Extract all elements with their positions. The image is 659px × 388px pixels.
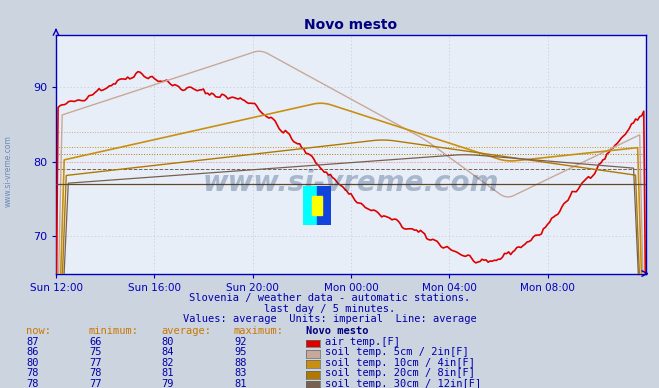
- Text: Slovenia / weather data - automatic stations.: Slovenia / weather data - automatic stat…: [189, 293, 470, 303]
- Text: 82: 82: [161, 358, 174, 368]
- Text: Values: average  Units: imperial  Line: average: Values: average Units: imperial Line: av…: [183, 314, 476, 324]
- Text: 92: 92: [234, 337, 246, 347]
- Title: Novo mesto: Novo mesto: [304, 18, 397, 32]
- Text: 66: 66: [89, 337, 101, 347]
- Text: maximum:: maximum:: [234, 326, 284, 336]
- Text: 83: 83: [234, 368, 246, 378]
- Text: 86: 86: [26, 347, 39, 357]
- Text: soil temp. 5cm / 2in[F]: soil temp. 5cm / 2in[F]: [325, 347, 469, 357]
- Text: now:: now:: [26, 326, 51, 336]
- Text: Novo mesto: Novo mesto: [306, 326, 369, 336]
- Text: 95: 95: [234, 347, 246, 357]
- Text: last day / 5 minutes.: last day / 5 minutes.: [264, 303, 395, 314]
- Bar: [312, 196, 322, 215]
- Text: 77: 77: [89, 379, 101, 388]
- Text: air temp.[F]: air temp.[F]: [325, 337, 400, 347]
- Text: 84: 84: [161, 347, 174, 357]
- Text: 81: 81: [234, 379, 246, 388]
- Text: 81: 81: [161, 368, 174, 378]
- Text: 80: 80: [26, 358, 39, 368]
- Bar: [317, 186, 331, 225]
- Text: 77: 77: [89, 358, 101, 368]
- Text: minimum:: minimum:: [89, 326, 139, 336]
- Text: 78: 78: [26, 368, 39, 378]
- Text: www.si-vreme.com: www.si-vreme.com: [3, 135, 13, 207]
- Text: 78: 78: [26, 379, 39, 388]
- Text: 79: 79: [161, 379, 174, 388]
- Text: www.si-vreme.com: www.si-vreme.com: [203, 169, 499, 197]
- Text: soil temp. 20cm / 8in[F]: soil temp. 20cm / 8in[F]: [325, 368, 475, 378]
- Text: soil temp. 30cm / 12in[F]: soil temp. 30cm / 12in[F]: [325, 379, 481, 388]
- Bar: [303, 186, 317, 225]
- Text: average:: average:: [161, 326, 212, 336]
- Text: 87: 87: [26, 337, 39, 347]
- Text: 78: 78: [89, 368, 101, 378]
- Text: soil temp. 10cm / 4in[F]: soil temp. 10cm / 4in[F]: [325, 358, 475, 368]
- Text: 80: 80: [161, 337, 174, 347]
- Text: 88: 88: [234, 358, 246, 368]
- Text: 75: 75: [89, 347, 101, 357]
